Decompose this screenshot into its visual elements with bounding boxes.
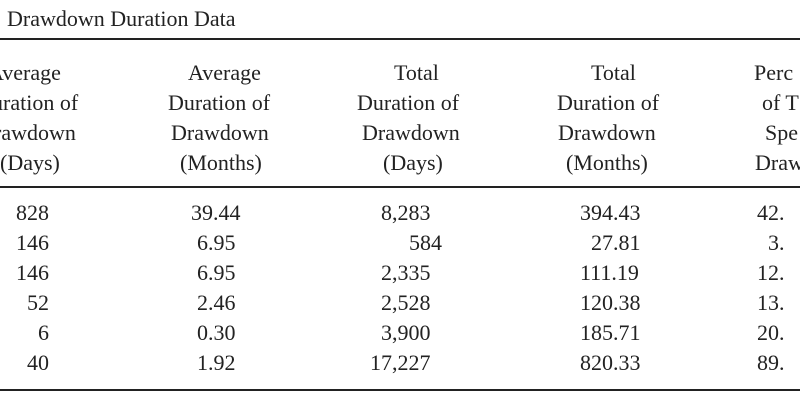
table-cell: 584 xyxy=(409,230,442,255)
table-cell: 6.95 xyxy=(197,260,236,285)
table-bottom-rule xyxy=(0,389,800,391)
table-cell: 6.95 xyxy=(197,230,236,255)
table-cell: 2,528 xyxy=(381,290,431,315)
header-line: Draw xyxy=(755,150,800,175)
table-cell: 394.43 xyxy=(580,200,641,225)
table-cell: 52 xyxy=(27,290,49,315)
table-cell: 27.81 xyxy=(591,230,641,255)
header-line: Average xyxy=(188,60,261,85)
table-cell: 3. xyxy=(768,230,785,255)
table-cell: 20. xyxy=(757,320,785,345)
header-line: Duration of xyxy=(557,90,660,115)
table-header-rule xyxy=(0,186,800,188)
header-line: Duration of xyxy=(168,90,271,115)
table-cell: 89. xyxy=(757,350,785,375)
table-cell: 120.38 xyxy=(580,290,641,315)
table-cell: 820.33 xyxy=(580,350,641,375)
table-cell: 2.46 xyxy=(197,290,236,315)
header-line: of T xyxy=(762,90,799,115)
header-line: Total xyxy=(591,60,636,85)
table-cell: 111.19 xyxy=(580,260,639,285)
header-line: Duration of xyxy=(357,90,460,115)
header-line: uration of xyxy=(0,90,79,115)
header-line: (Days) xyxy=(383,150,443,175)
table-cell: 8,283 xyxy=(381,200,431,225)
table-cell: 185.71 xyxy=(580,320,641,345)
table-cell: 17,227 xyxy=(370,350,431,375)
table-cell: 13. xyxy=(757,290,785,315)
table-cell: 146 xyxy=(16,260,49,285)
header-line: Average xyxy=(0,60,61,85)
header-line: Spe xyxy=(765,120,798,145)
header-line: Total xyxy=(394,60,439,85)
table-cell: 42. xyxy=(757,200,785,225)
table-cell: 6 xyxy=(38,320,49,345)
table-caption: Drawdown Duration Data xyxy=(7,6,236,31)
table-cell: 828 xyxy=(16,200,49,225)
table-cell: 40 xyxy=(27,350,49,375)
table-cell: 0.30 xyxy=(197,320,236,345)
table-cell: 12. xyxy=(757,260,785,285)
header-line: (Months) xyxy=(566,150,648,175)
header-line: Drawdown xyxy=(362,120,460,145)
header-line: Drawdown xyxy=(171,120,269,145)
header-line: (Days) xyxy=(0,150,60,175)
table-cell: 146 xyxy=(16,230,49,255)
table-cell: 39.44 xyxy=(191,200,241,225)
header-line: Perc xyxy=(754,60,794,85)
table-cell: 1.92 xyxy=(197,350,236,375)
table-cell: 3,900 xyxy=(381,320,431,345)
header-line: Drawdown xyxy=(558,120,656,145)
table-top-rule xyxy=(0,38,800,40)
table-cell: 2,335 xyxy=(381,260,431,285)
header-line: rawdown xyxy=(0,120,76,145)
header-line: (Months) xyxy=(180,150,262,175)
